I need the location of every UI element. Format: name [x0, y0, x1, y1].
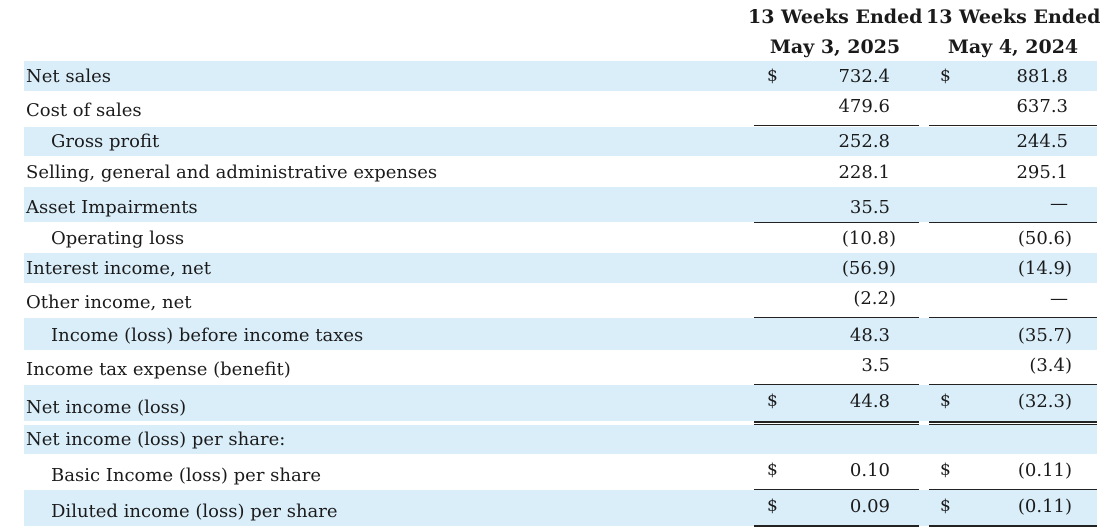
- column-header-line2: May 3, 2025: [769, 36, 901, 58]
- value-2024: 637.3: [1016, 96, 1068, 117]
- subtotal-rule: [754, 222, 919, 223]
- value-2024: 881.8: [1016, 66, 1068, 87]
- value-2025: 252.8: [838, 131, 890, 152]
- row-label: Selling, general and administrative expe…: [26, 162, 438, 183]
- subtotal-rule: [754, 317, 919, 318]
- row-label: Net sales: [26, 66, 111, 87]
- column-header-line1: 13 Weeks Ended: [748, 6, 923, 28]
- value-2025: (10.8): [841, 228, 896, 249]
- row-label: Net income (loss) per share:: [26, 429, 286, 450]
- value-2024: (35.7): [1017, 325, 1072, 346]
- value-2025: 44.8: [849, 391, 890, 412]
- table-row: Income (loss) before income taxes 48.3 (…: [24, 318, 1097, 350]
- total-double-rule: [929, 424, 1097, 425]
- table-row: Gross profit 252.8 244.5: [24, 127, 1097, 156]
- row-label: Operating loss: [51, 228, 185, 249]
- row-label: Cost of sales: [26, 100, 142, 121]
- row-label: Diluted income (loss) per share: [51, 501, 338, 522]
- column-header-line2: May 4, 2024: [947, 36, 1079, 58]
- currency-symbol: $: [940, 496, 951, 516]
- subtotal-rule: [754, 489, 919, 490]
- table-row: Selling, general and administrative expe…: [24, 156, 1097, 187]
- total-double-rule: [754, 525, 919, 527]
- row-label: Basic Income (loss) per share: [51, 465, 321, 486]
- subtotal-rule: [754, 125, 919, 126]
- column-header-line1: 13 Weeks Ended: [926, 6, 1101, 28]
- value-2025: 479.6: [838, 96, 890, 117]
- value-2025: 48.3: [849, 325, 890, 346]
- value-2025: (56.9): [841, 258, 896, 279]
- total-double-rule: [929, 525, 1097, 527]
- row-label: Gross profit: [51, 131, 160, 152]
- subtotal-rule: [754, 384, 919, 385]
- currency-symbol: $: [767, 460, 778, 480]
- currency-symbol: $: [767, 496, 778, 516]
- value-2024: (0.11): [1017, 460, 1072, 481]
- value-2024: 295.1: [1016, 162, 1068, 183]
- currency-symbol: $: [940, 391, 951, 411]
- total-double-rule: [754, 424, 919, 425]
- value-2024: (0.11): [1017, 496, 1072, 517]
- table-row: Cost of sales 479.6 637.3: [24, 91, 1097, 125]
- table-row: Operating loss (10.8) (50.6): [24, 223, 1097, 253]
- total-double-rule: [929, 421, 1097, 423]
- table-row: Basic Income (loss) per share $ 0.10 $ (…: [24, 454, 1097, 490]
- subtotal-rule: [929, 125, 1097, 126]
- value-2025: 732.4: [838, 66, 890, 87]
- currency-symbol: $: [767, 391, 778, 411]
- currency-symbol: $: [940, 66, 951, 86]
- subtotal-rule: [929, 384, 1097, 385]
- value-2024: (50.6): [1017, 228, 1072, 249]
- table-row: Diluted income (loss) per share $ 0.09 $…: [24, 490, 1097, 526]
- value-2024: 244.5: [1016, 131, 1068, 152]
- row-label: Income (loss) before income taxes: [51, 325, 364, 346]
- table-row: Interest income, net (56.9) (14.9): [24, 253, 1097, 283]
- subtotal-rule: [929, 489, 1097, 490]
- table-row: Net income (loss) per share:: [24, 425, 1097, 454]
- value-2025: (2.2): [853, 288, 896, 309]
- value-2025: 228.1: [838, 162, 890, 183]
- subtotal-rule: [929, 317, 1097, 318]
- value-2025: 0.09: [849, 496, 890, 517]
- table-row: Asset Impairments 35.5 —: [24, 187, 1097, 222]
- value-2024: —: [1050, 193, 1068, 214]
- table-row: Income tax expense (benefit) 3.5 (3.4): [24, 350, 1097, 384]
- value-2024: (3.4): [1029, 355, 1072, 376]
- value-2024: (14.9): [1017, 258, 1072, 279]
- value-2025: 3.5: [861, 355, 890, 376]
- table-row: Net income (loss) $ 44.8 $ (32.3): [24, 385, 1097, 421]
- table-row: Net sales $ 732.4 $ 881.8: [24, 61, 1097, 91]
- subtotal-rule: [929, 222, 1097, 223]
- column-header-2024: 13 Weeks Ended May 4, 2024: [926, 2, 1100, 62]
- currency-symbol: $: [940, 460, 951, 480]
- column-header-2025: 13 Weeks Ended May 3, 2025: [748, 2, 922, 62]
- row-label: Other income, net: [26, 292, 192, 313]
- table-row: Other income, net (2.2) —: [24, 283, 1097, 317]
- value-2024: —: [1050, 288, 1068, 309]
- value-2024: (32.3): [1017, 391, 1072, 412]
- row-label: Interest income, net: [26, 258, 211, 279]
- total-double-rule: [754, 421, 919, 423]
- currency-symbol: $: [767, 66, 778, 86]
- row-label: Asset Impairments: [26, 197, 198, 218]
- value-2025: 0.10: [849, 460, 890, 481]
- row-label: Net income (loss): [26, 397, 187, 418]
- row-label: Income tax expense (benefit): [26, 359, 291, 380]
- value-2025: 35.5: [849, 197, 890, 218]
